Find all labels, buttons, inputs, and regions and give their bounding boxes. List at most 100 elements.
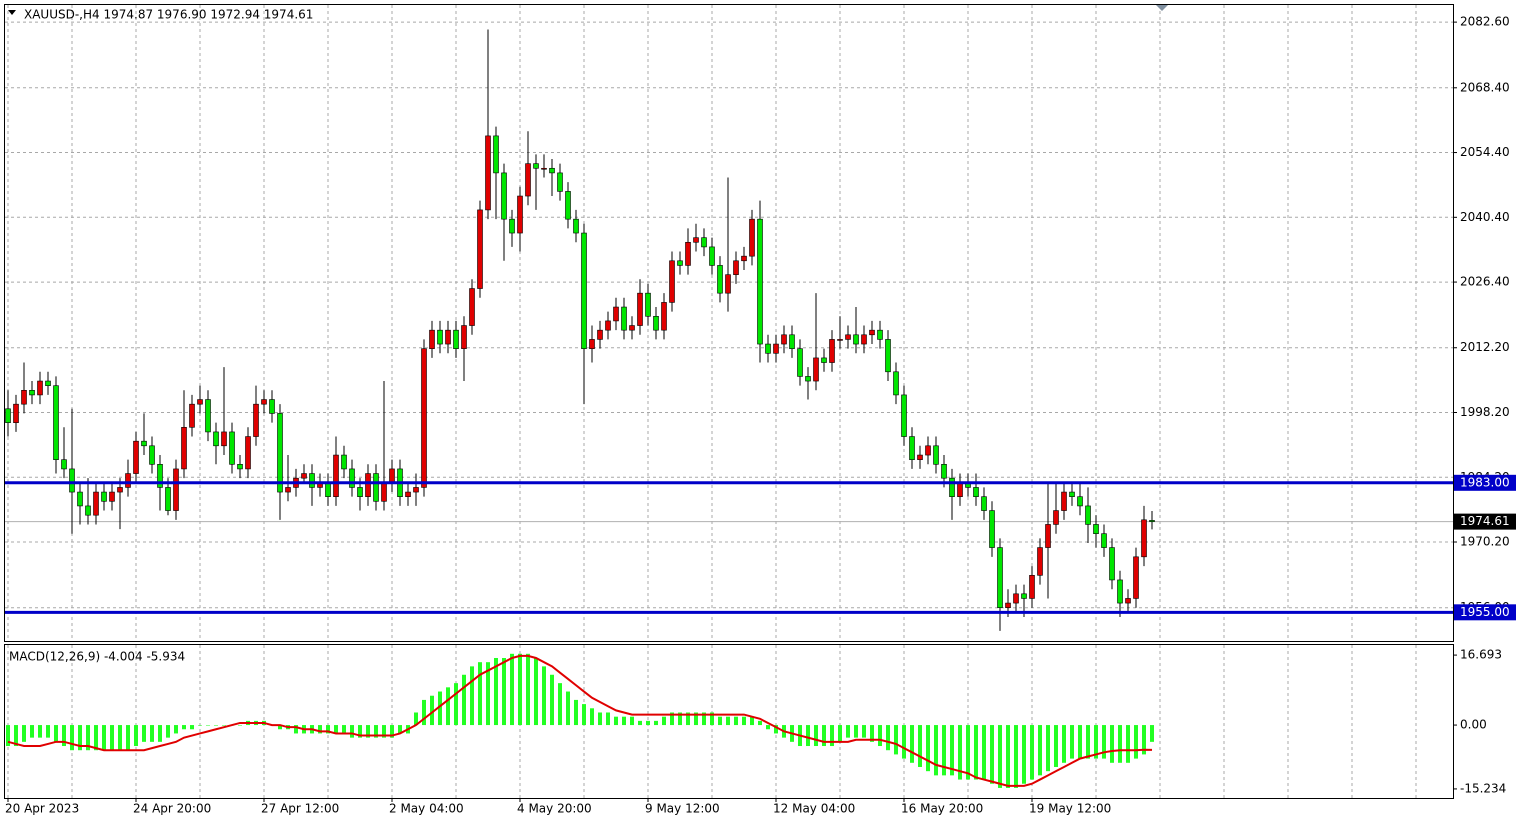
candle-body [677,260,683,266]
candle-body [493,135,499,174]
candle-body [893,371,899,396]
macd-bar [710,712,714,726]
candle-body [149,445,155,465]
candle-body [405,491,411,497]
macd-bar [150,725,154,742]
macd-bar [654,720,658,726]
candle-body [877,329,883,340]
macd-bar [1038,725,1042,776]
macd-bar [894,725,898,755]
macd-bar [510,653,514,726]
macd-bar [374,725,378,738]
macd-bar [38,725,42,738]
macd-bar [118,725,122,751]
x-tick-label: 19 May 12:00 [1029,802,1111,816]
macd-bar [470,666,474,726]
candle-body [389,468,395,484]
candle-body [165,487,171,511]
candle-body [741,255,747,262]
macd-bar [646,720,650,726]
macd-bar [638,720,642,726]
marks-layer [5,29,1453,788]
macd-bar [134,725,138,747]
candle-body [901,394,907,437]
macd-bar [726,716,730,726]
shift-marker[interactable] [1156,5,1168,11]
candle-body [693,237,699,243]
level-label: 1955.00 [1460,605,1510,619]
candle-body [101,491,107,502]
y-tick-label: 2040.40 [1460,210,1510,224]
candle-body [613,306,619,322]
candle-body [797,348,803,377]
macd-bar [990,725,994,784]
candle-body [1077,496,1083,507]
macd-bar [110,725,114,751]
signal-line [7,654,1153,787]
candle-body [1037,547,1043,576]
candle-body [845,334,851,340]
macd-bar [1006,725,1010,788]
macd-bar [190,725,194,730]
macd-bar [534,657,538,726]
candle-body [541,167,547,170]
candle-body [645,292,651,317]
macd-bar [1022,725,1026,784]
candle-body [1149,520,1155,522]
macd-bar [478,662,482,726]
macd-bar [614,716,618,726]
candle-body [509,218,515,234]
macd-bar [998,725,1002,788]
macd-bar [94,725,98,751]
macd-bar [630,716,634,726]
candle-body [765,343,771,354]
x-tick-label: 16 May 20:00 [901,802,983,816]
price-label-box [1454,513,1516,530]
macd-bar [166,725,170,738]
macd-bar [454,683,458,726]
candle-body [381,482,387,502]
candle-body [253,403,259,437]
macd-bar [838,725,842,742]
candle-body [949,477,955,497]
macd-bar [222,725,226,726]
candle-body [301,473,307,479]
candle-body [581,232,587,349]
candle-body [749,218,755,257]
macd-bar [822,725,826,747]
macd-bar [358,725,362,738]
candle-body [565,191,571,220]
macd-bar [494,657,498,726]
candle-body [1109,547,1115,581]
menu-arrow[interactable] [8,10,16,15]
candle-body [925,445,931,456]
candle-body [1021,593,1027,599]
candle-body [237,464,243,470]
macd-bar [854,725,858,738]
macd-bar [982,725,986,780]
macd-bar [206,725,210,726]
candle-body [1013,593,1019,604]
candle-body [989,510,995,548]
candle-body [45,380,51,386]
macd-bar [598,712,602,726]
y-tick-label: -15.234 [1460,781,1506,795]
candle-body [789,334,795,349]
candle-body [1093,524,1099,534]
candle-body [941,464,947,479]
macd-bar [46,725,50,738]
candle-body [125,473,131,488]
candle-body [109,491,115,502]
macd-bar [950,725,954,776]
candle-body [309,473,315,488]
macd-bar [174,725,178,734]
candle-body [221,431,227,447]
macd-bar [294,725,298,734]
macd-bar [102,725,106,751]
macd-bar [846,725,850,738]
macd-bar [518,653,522,726]
candle-body [621,306,627,331]
candle-body [181,427,187,470]
candle-body [517,195,523,234]
